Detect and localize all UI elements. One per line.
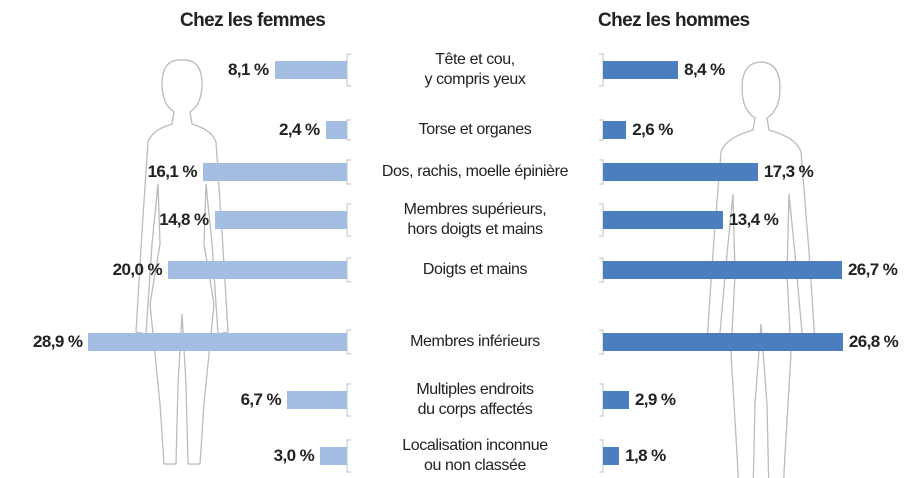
bar <box>202 163 347 181</box>
bar <box>325 121 347 139</box>
bar <box>287 391 347 409</box>
bar <box>603 61 679 79</box>
bracket <box>346 383 351 417</box>
value-label: 17,3 % <box>763 162 814 181</box>
bar <box>603 333 843 351</box>
bracket <box>346 257 351 283</box>
bar <box>168 261 347 279</box>
bar <box>320 447 347 465</box>
value-label: 26,8 % <box>848 332 899 351</box>
bracket <box>346 329 351 355</box>
value-label: 3,0 % <box>273 446 315 465</box>
category-label: Localisation inconnue ou non classée <box>402 437 548 474</box>
category-label: Doigts et mains <box>422 261 528 278</box>
bar <box>603 391 629 409</box>
bar <box>603 261 842 279</box>
male-silhouette <box>706 61 816 478</box>
value-label: 8,1 % <box>228 60 269 79</box>
category-label: Tête et cou, y compris yeux <box>424 51 526 88</box>
value-label: 2,9 % <box>634 390 676 409</box>
bar <box>214 211 347 229</box>
bracket <box>346 439 351 473</box>
value-label: 2,6 % <box>632 120 673 139</box>
value-label: 28,9 % <box>33 332 83 351</box>
category-label: Multiples endroits du corps affectés <box>416 381 534 418</box>
value-label: 16,1 % <box>147 162 198 181</box>
bar <box>603 211 723 229</box>
bar <box>603 121 627 139</box>
women-title: Chez les femmes <box>180 10 326 31</box>
men-title: Chez les hommes <box>598 10 750 31</box>
value-label: 14,8 % <box>159 210 209 229</box>
value-label: 20,0 % <box>112 260 163 279</box>
value-label: 2,4 % <box>279 120 320 139</box>
bar <box>603 163 758 181</box>
bracket <box>346 53 351 87</box>
category-label: Torse et organes <box>418 121 532 138</box>
value-label: 1,8 % <box>625 446 666 465</box>
value-label: 13,4 % <box>728 210 779 229</box>
value-label: 8,4 % <box>684 60 725 79</box>
bracket <box>346 203 351 237</box>
bar <box>88 333 347 351</box>
category-label: Membres inférieurs <box>410 333 540 350</box>
category-label: Dos, rachis, moelle épinière <box>381 163 569 180</box>
value-label: 6,7 % <box>240 390 282 409</box>
bracket <box>346 159 351 185</box>
bar <box>603 447 620 465</box>
value-label: 26,7 % <box>847 260 898 279</box>
category-label: Membres supérieurs, hors doigts et mains <box>403 201 547 238</box>
bracket <box>346 119 351 141</box>
bar <box>274 61 347 79</box>
